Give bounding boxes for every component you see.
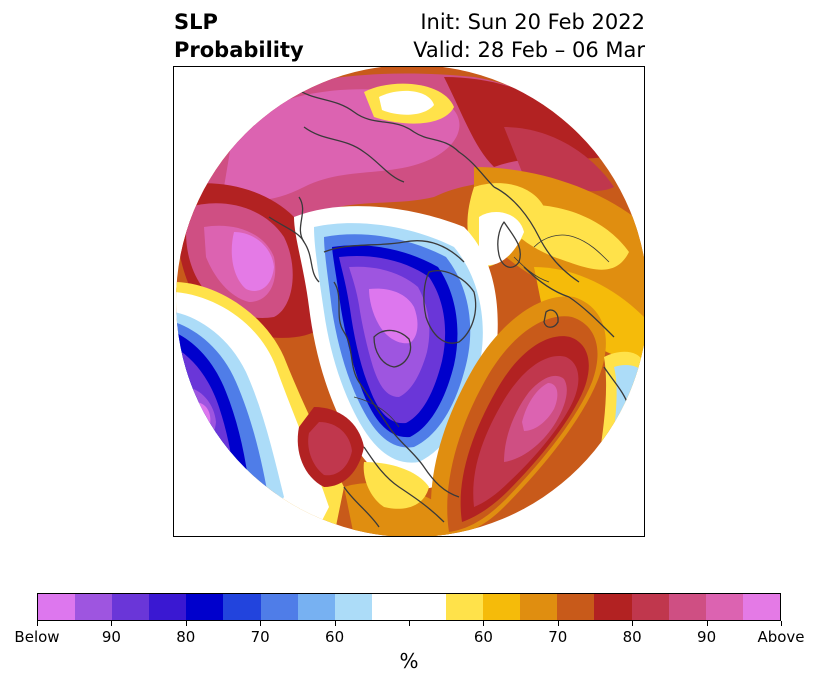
colorbar bbox=[37, 593, 781, 621]
colorbar-tick bbox=[781, 621, 782, 626]
colorbar-cell bbox=[446, 594, 484, 620]
colorbar-cell bbox=[520, 594, 558, 620]
colorbar-cell bbox=[371, 594, 409, 620]
coast-mexico bbox=[343, 486, 380, 528]
colorbar-cell bbox=[112, 594, 150, 620]
colorbar-tick bbox=[334, 621, 336, 626]
colorbar-cell bbox=[742, 594, 780, 620]
colorbar-tick bbox=[409, 621, 410, 626]
colorbar-cell bbox=[668, 594, 706, 620]
colorbar-tick-label: 90 bbox=[697, 628, 717, 646]
colorbar-tick bbox=[260, 621, 262, 626]
colorbar-tick bbox=[483, 621, 485, 626]
border-us-canada bbox=[353, 396, 400, 428]
colorbar-cell bbox=[631, 594, 669, 620]
title-left: SLP Probability bbox=[174, 8, 304, 64]
map-frame bbox=[173, 66, 645, 537]
coast-us-east bbox=[388, 426, 460, 498]
colorbar-unit: % bbox=[399, 649, 419, 673]
colorbar-tick bbox=[111, 621, 113, 626]
colorbar-cell bbox=[705, 594, 743, 620]
colorbar-tick bbox=[706, 621, 708, 626]
valid-range: Valid: 28 Feb – 06 Mar bbox=[413, 38, 645, 62]
title-slp: SLP bbox=[174, 10, 218, 34]
colorbar-ticks bbox=[37, 621, 782, 629]
colorbar-tick-label: 60 bbox=[473, 628, 493, 646]
colorbar-tick-label: 70 bbox=[548, 628, 568, 646]
colorbar-tick-label: Below bbox=[14, 628, 60, 646]
greenland bbox=[423, 270, 477, 344]
colorbar-tick-label: 60 bbox=[325, 628, 345, 646]
colorbar-tick-label: Above bbox=[757, 628, 805, 646]
title-probability: Probability bbox=[174, 38, 304, 62]
colorbar-cell bbox=[186, 594, 224, 620]
colorbar-cell bbox=[75, 594, 113, 620]
colorbar-tick bbox=[632, 621, 634, 626]
colorbar-tick bbox=[557, 621, 559, 626]
colorbar-cell bbox=[223, 594, 261, 620]
colorbar-tick-label: 80 bbox=[176, 628, 196, 646]
british-isles bbox=[543, 309, 559, 328]
scandinavia bbox=[497, 221, 521, 268]
colorbar-cell bbox=[557, 594, 595, 620]
colorbar-tick bbox=[37, 621, 38, 626]
colorbar-tick-label: 70 bbox=[250, 628, 270, 646]
coast-canada bbox=[323, 240, 465, 263]
colorbar-cell bbox=[297, 594, 335, 620]
colorbar-cell bbox=[594, 594, 632, 620]
colorbar-tick-label: 80 bbox=[622, 628, 642, 646]
colorbar-cell bbox=[334, 594, 372, 620]
coast-europe bbox=[493, 186, 580, 283]
colorbar-cell bbox=[260, 594, 298, 620]
init-date: Init: Sun 20 Feb 2022 bbox=[420, 10, 645, 34]
colorbar-cell bbox=[483, 594, 521, 620]
title-right: Init: Sun 20 Feb 2022 Valid: 28 Feb – 06… bbox=[413, 8, 645, 64]
colorbar-cell bbox=[38, 594, 76, 620]
coastlines bbox=[268, 86, 630, 528]
probability-field bbox=[176, 67, 644, 536]
colorbar-tick-label: 90 bbox=[101, 628, 121, 646]
polar-map bbox=[176, 67, 644, 536]
colorbar-cell bbox=[408, 594, 447, 620]
colorbar-cell bbox=[149, 594, 187, 620]
hudson-bay bbox=[373, 329, 412, 368]
colorbar-tick bbox=[185, 621, 187, 626]
coast-siberia bbox=[293, 86, 495, 188]
